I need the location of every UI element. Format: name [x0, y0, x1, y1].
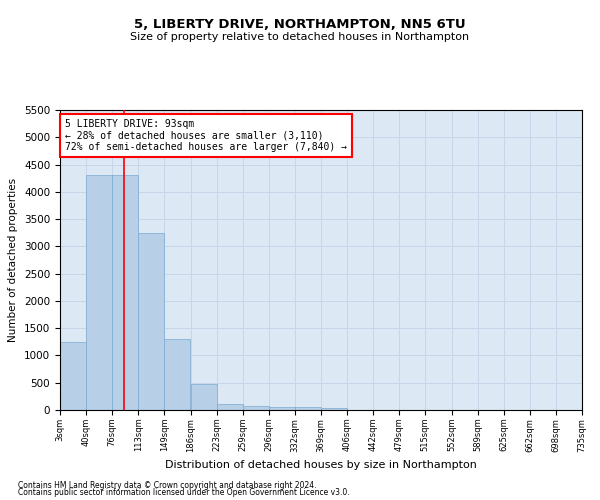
Text: 5, LIBERTY DRIVE, NORTHAMPTON, NN5 6TU: 5, LIBERTY DRIVE, NORTHAMPTON, NN5 6TU	[134, 18, 466, 30]
Bar	[269, 406, 295, 410]
Text: 5 LIBERTY DRIVE: 93sqm
← 28% of detached houses are smaller (3,110)
72% of semi-: 5 LIBERTY DRIVE: 93sqm ← 28% of detached…	[65, 119, 347, 152]
Bar	[191, 384, 217, 410]
Bar	[242, 406, 269, 410]
Bar	[164, 339, 190, 410]
Text: Contains public sector information licensed under the Open Government Licence v3: Contains public sector information licen…	[18, 488, 350, 497]
X-axis label: Distribution of detached houses by size in Northampton: Distribution of detached houses by size …	[165, 460, 477, 470]
Bar	[217, 404, 242, 410]
Bar	[295, 408, 321, 410]
Bar	[60, 342, 86, 410]
Text: Contains HM Land Registry data © Crown copyright and database right 2024.: Contains HM Land Registry data © Crown c…	[18, 480, 317, 490]
Bar	[139, 232, 164, 410]
Bar	[86, 176, 112, 410]
Text: Size of property relative to detached houses in Northampton: Size of property relative to detached ho…	[130, 32, 470, 42]
Y-axis label: Number of detached properties: Number of detached properties	[8, 178, 19, 342]
Bar	[321, 408, 347, 410]
Bar	[112, 176, 139, 410]
